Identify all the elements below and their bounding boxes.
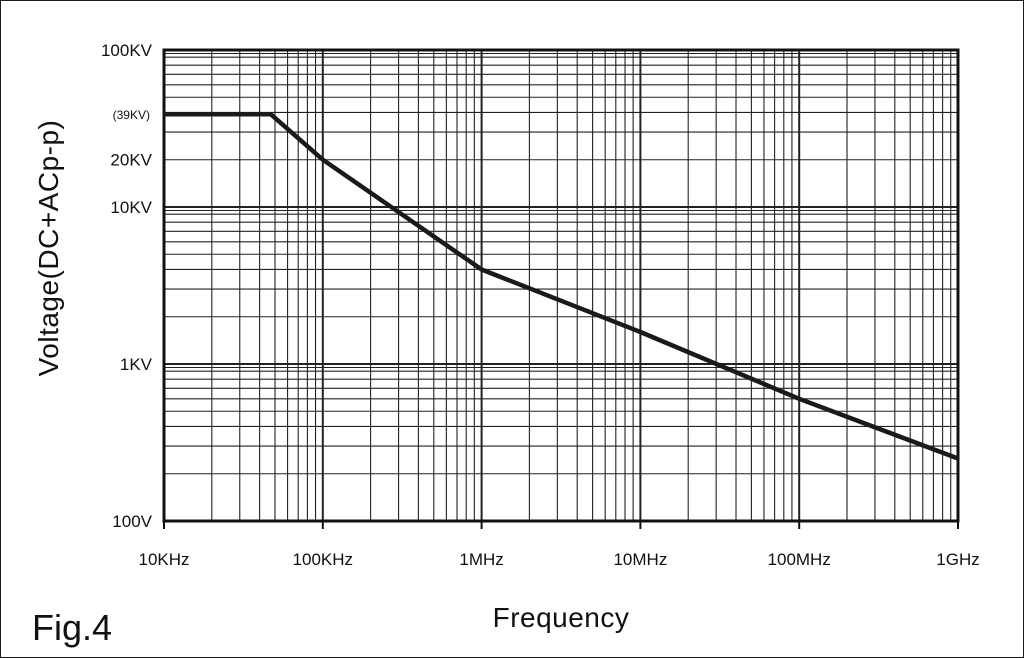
y-axis-label: Voltage(DC+ACp-p)	[33, 120, 64, 377]
x-tick-label: 1GHz	[936, 550, 979, 569]
y-tick-label: 10KV	[110, 198, 152, 217]
y-tick-labels: 100V 1KV 10KV 20KV 100KV	[101, 41, 153, 531]
y-tick-label: 100KV	[101, 41, 153, 60]
y-tick-label: 20KV	[110, 151, 152, 170]
grid	[163, 50, 958, 522]
x-axis-label: Frequency	[493, 602, 630, 633]
figure-label: Fig.4	[32, 607, 112, 648]
x-tick-label: 10MHz	[613, 550, 667, 569]
x-tick-label: 100MHz	[768, 550, 831, 569]
x-tick-label: 100KHz	[293, 550, 353, 569]
x-tick-label: 10KHz	[138, 550, 189, 569]
plot-border	[162, 48, 960, 523]
x-tick-labels: 10KHz 100KHz 1MHz 10MHz 100MHz 1GHz	[138, 521, 980, 569]
series-line	[164, 111, 959, 461]
y-tick-label: 1KV	[120, 355, 153, 374]
x-tick-label: 1MHz	[459, 550, 503, 569]
y-tick-label: 100V	[112, 512, 152, 531]
y-annotation-label: (39KV)	[113, 108, 150, 122]
